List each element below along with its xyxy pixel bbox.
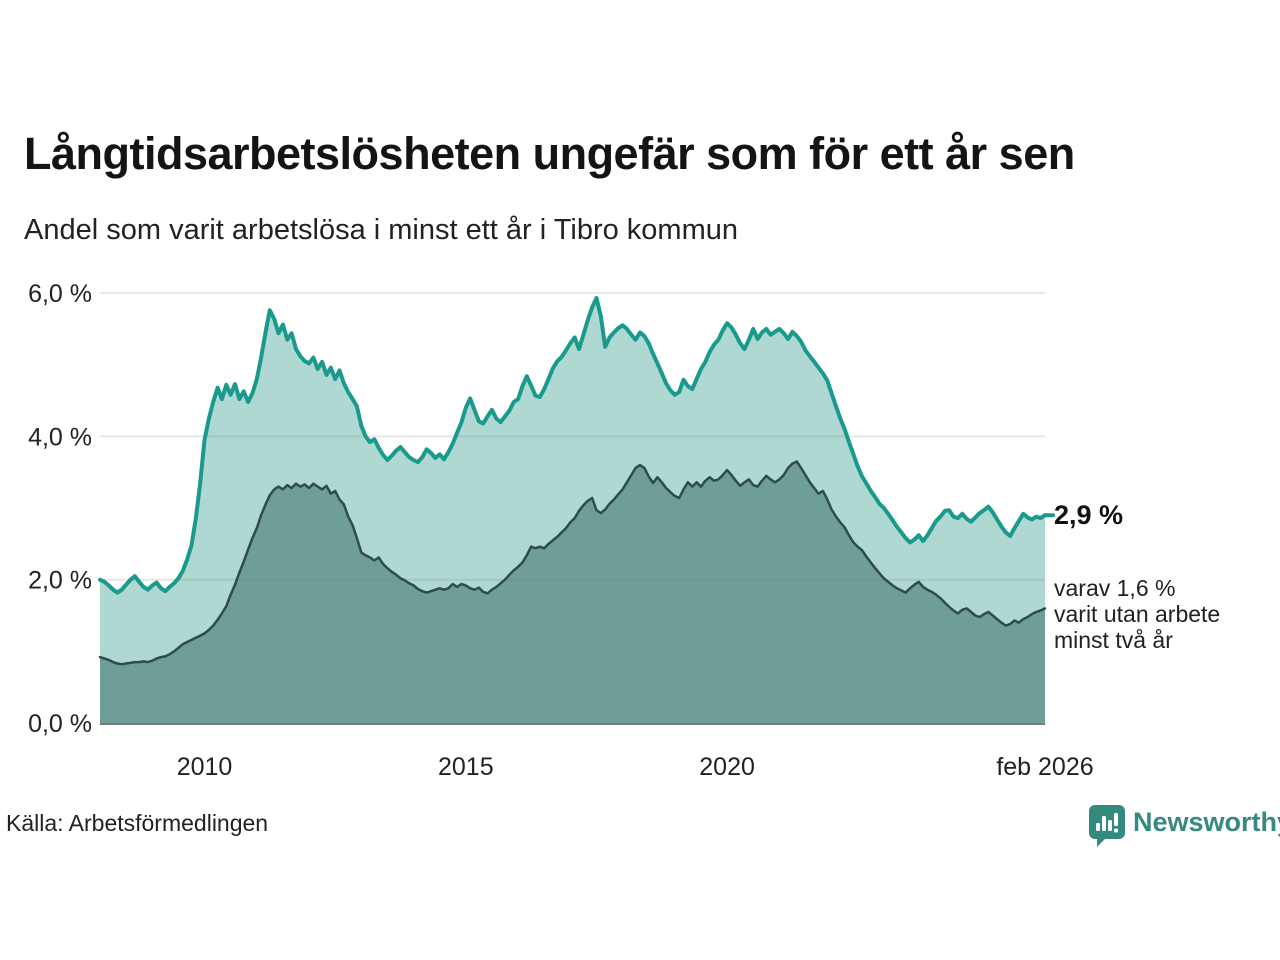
area-unemployed-two-years: [100, 461, 1045, 723]
y-axis-label: 4,0 %: [28, 423, 92, 451]
x-axis-label: feb 2026: [996, 753, 1093, 781]
x-axis-label: 2020: [699, 753, 755, 781]
line-unemployed-two-years: [98, 460, 1047, 666]
line-unemployed-one-year: [98, 296, 1047, 595]
x-axis-label: 2015: [438, 753, 494, 781]
end-note-line-3: minst två år: [1054, 627, 1173, 653]
newsworthy-logo: Newsworthy: [1088, 804, 1280, 848]
newsworthy-wordmark: Newsworthy: [1133, 807, 1280, 837]
page-title: Långtidsarbetslösheten ungefär som för e…: [24, 128, 1075, 179]
source-attribution: Källa: Arbetsförmedlingen: [6, 810, 269, 836]
end-note-label: varav 1,6 % varit utan arbete minst två …: [1054, 575, 1220, 653]
chart-subtitle: Andel som varit arbetslösa i minst ett å…: [24, 214, 738, 246]
x-axis-label: 2010: [177, 753, 233, 781]
end-note-line-2: varit utan arbete: [1054, 601, 1221, 627]
y-axis-label: 6,0 %: [28, 280, 92, 308]
y-axis-label: 0,0 %: [28, 710, 92, 738]
y-axis-label: 2,0 %: [28, 567, 92, 595]
end-value-label: 2,9 %: [1054, 500, 1124, 530]
end-note-line-1: varav 1,6 %: [1054, 575, 1176, 601]
newsworthy-bubble-chart-icon: [1089, 805, 1125, 847]
